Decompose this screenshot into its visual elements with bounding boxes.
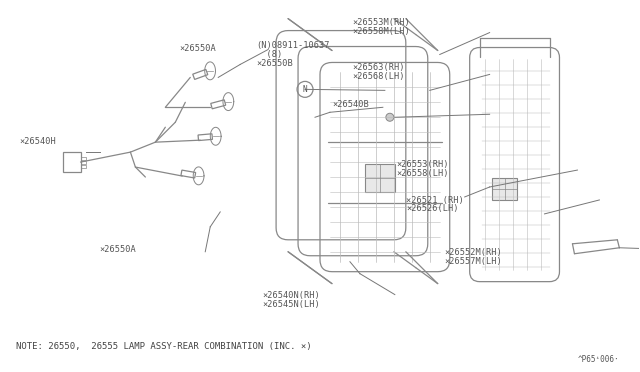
Text: ×26563(RH): ×26563(RH) bbox=[352, 63, 404, 72]
Text: ×26553(RH): ×26553(RH) bbox=[397, 160, 449, 169]
Text: ×26558M(LH): ×26558M(LH) bbox=[352, 26, 410, 36]
Text: ^P65ⁱ006·: ^P65ⁱ006· bbox=[578, 355, 620, 364]
Text: ×26526(LH): ×26526(LH) bbox=[406, 205, 459, 214]
Text: ×26550B: ×26550B bbox=[256, 59, 293, 68]
Text: ×26553M(RH): ×26553M(RH) bbox=[352, 18, 410, 27]
Bar bbox=[81, 165, 86, 168]
Text: ×26540H: ×26540H bbox=[20, 137, 56, 146]
Text: ×26521 (RH): ×26521 (RH) bbox=[406, 196, 464, 205]
Text: ×26540N(RH): ×26540N(RH) bbox=[262, 291, 320, 300]
Bar bbox=[81, 157, 86, 160]
Text: ×26550A: ×26550A bbox=[100, 244, 136, 253]
Text: (N)08911-10637: (N)08911-10637 bbox=[256, 41, 330, 50]
Text: (8): (8) bbox=[256, 50, 282, 59]
Text: ×26568(LH): ×26568(LH) bbox=[352, 72, 404, 81]
Text: ×26557M(LH): ×26557M(LH) bbox=[445, 257, 502, 266]
Text: ×26552M(RH): ×26552M(RH) bbox=[445, 248, 502, 257]
Bar bbox=[492, 178, 517, 200]
Text: ×26558(LH): ×26558(LH) bbox=[397, 169, 449, 178]
Text: ×26545N(LH): ×26545N(LH) bbox=[262, 300, 320, 309]
Circle shape bbox=[297, 81, 313, 97]
Text: ×26540B: ×26540B bbox=[333, 100, 369, 109]
Text: NOTE: 26550,  26555 LAMP ASSY-REAR COMBINATION (INC. ×): NOTE: 26550, 26555 LAMP ASSY-REAR COMBIN… bbox=[15, 342, 311, 351]
Bar bbox=[365, 164, 396, 192]
Text: ×26550A: ×26550A bbox=[179, 44, 216, 53]
Circle shape bbox=[386, 113, 394, 121]
Bar bbox=[63, 152, 81, 172]
Bar bbox=[81, 161, 86, 164]
Text: N: N bbox=[303, 85, 307, 94]
